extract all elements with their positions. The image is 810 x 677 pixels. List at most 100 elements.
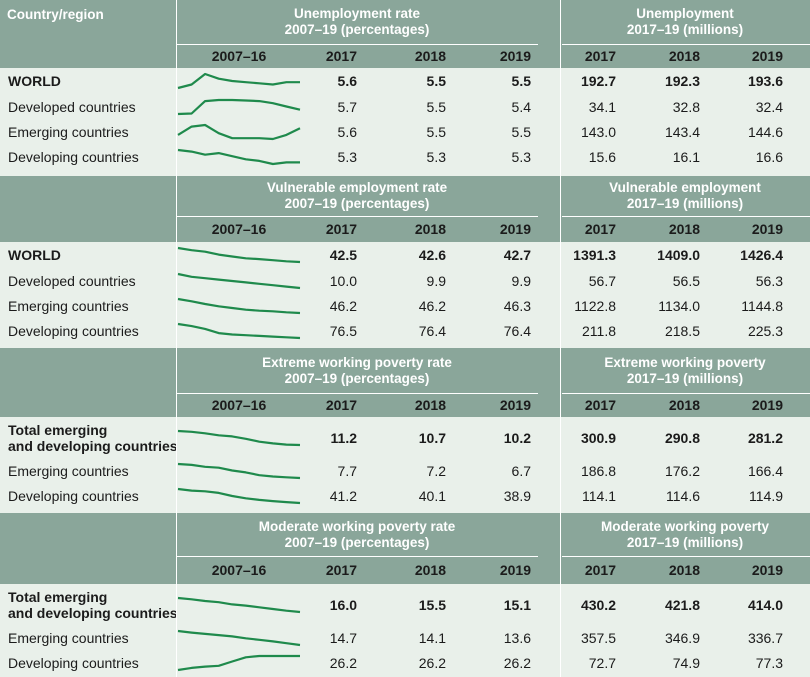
rate-value: 7.2	[426, 462, 446, 479]
rate-value: 5.5	[426, 98, 446, 115]
period-header: 2007–16	[211, 221, 267, 237]
count-title: Unemployment 2017–19 (millions)	[560, 6, 810, 38]
rate-value: 10.7	[418, 429, 446, 446]
year-header-count: 2018	[668, 48, 700, 64]
count-value: 290.8	[664, 429, 700, 446]
rate-value: 5.3	[337, 149, 357, 165]
count-value: 357.5	[580, 629, 616, 646]
rate-value: 38.9	[503, 488, 531, 504]
count-value: 1144.8	[741, 297, 783, 314]
rate-value: 7.7	[337, 462, 357, 479]
rate-value: 76.4	[418, 323, 446, 339]
count-value: 144.6	[747, 123, 783, 140]
column-divider	[176, 0, 177, 677]
rate-value: 16.0	[329, 596, 357, 613]
trend-line	[177, 462, 301, 479]
count-value: 186.8	[580, 462, 616, 479]
row-label-line: Total emerging	[8, 588, 108, 605]
count-value: 56.5	[672, 272, 700, 289]
row-label-line: Developing countries	[8, 149, 139, 165]
row-label-line: and developing countries	[8, 604, 178, 621]
year-header-count: 2018	[668, 221, 700, 237]
count-value: 77.3	[755, 655, 783, 671]
trend-line	[177, 272, 301, 289]
count-value: 421.8	[664, 596, 700, 613]
rate-title: Vulnerable employment rate 2007–19 (perce…	[176, 180, 538, 212]
rate-title-line: Moderate working poverty rate	[258, 518, 456, 534]
period-header: 2007–16	[211, 397, 267, 413]
trend-line	[177, 72, 300, 90]
year-header-rate: 2018	[414, 48, 446, 64]
row-label: Developing countries	[8, 323, 139, 339]
year-header-rate: 2018	[414, 221, 446, 237]
trend-sparkline	[177, 148, 300, 166]
count-value: 114.1	[582, 488, 616, 504]
count-value: 336.7	[747, 629, 783, 646]
rate-value: 5.5	[511, 123, 531, 140]
rate-value: 5.6	[337, 73, 357, 89]
rate-value: 6.7	[511, 462, 531, 479]
rate-value: 10.0	[329, 272, 357, 289]
header-rule	[176, 44, 538, 45]
table-row: Total emerging and developing countries 11…	[0, 417, 810, 458]
row-label-line: Developing countries	[8, 655, 139, 671]
year-header-count: 2017	[584, 397, 616, 413]
count-value: 300.9	[580, 429, 616, 446]
trend-line	[177, 297, 301, 314]
row-label: Developing countries	[8, 655, 139, 671]
rate-title-line: Extreme working poverty rate	[262, 354, 452, 370]
count-value: 72.7	[588, 655, 616, 671]
row-label: WORLD	[8, 247, 61, 263]
table-row: Emerging countries 46.2 46.2 46.3 1122.8 1134…	[0, 293, 810, 318]
rate-value: 5.5	[426, 73, 446, 89]
row-label: Developed countries	[8, 273, 136, 289]
corner-label: Country/region	[7, 7, 104, 22]
count-value: 225.3	[747, 323, 783, 339]
row-label-line: Developed countries	[8, 98, 136, 115]
row-label: Emerging countries	[8, 630, 129, 646]
header-rule	[562, 44, 810, 45]
rate-title-line: 2007–19 (percentages)	[284, 370, 430, 386]
rate-value: 42.6	[418, 247, 446, 263]
rate-value: 42.7	[503, 247, 531, 263]
count-title: Moderate working poverty 2017–19 (million…	[560, 519, 810, 551]
rate-value: 13.6	[503, 629, 531, 646]
trend-sparkline	[177, 72, 300, 90]
table-row: Emerging countries 14.7 14.1 13.6 357.5 346.9…	[0, 625, 810, 650]
table-row: WORLD 42.5 42.6 42.7 1391.3 1409.0 1426.4	[0, 242, 810, 268]
rate-value: 15.1	[503, 596, 531, 613]
count-title: Vulnerable employment 2017–19 (millions)	[560, 180, 810, 212]
rate-value: 76.5	[329, 323, 357, 339]
count-title-line: 2017–19 (millions)	[626, 196, 744, 211]
count-value: 15.6	[588, 149, 616, 165]
table-row: Total emerging and developing countries 16…	[0, 584, 810, 625]
row-label: Emerging countries	[8, 124, 129, 140]
trend-sparkline	[177, 123, 301, 140]
row-label: Developing countries	[8, 149, 139, 165]
rate-value: 42.5	[329, 247, 357, 263]
trend-line	[177, 322, 301, 340]
rate-value: 11.2	[330, 429, 357, 446]
count-value: 176.2	[664, 462, 700, 479]
trend-sparkline	[177, 487, 301, 505]
trend-line	[177, 246, 301, 264]
header-rule	[562, 393, 810, 394]
count-value: 1122.8	[574, 297, 616, 314]
year-header-rate: 2017	[325, 48, 357, 64]
table-row: Emerging countries 5.6 5.5 5.5 143.0 143.4 144…	[0, 119, 810, 144]
year-header-rate: 2017	[325, 562, 357, 578]
trend-sparkline	[177, 654, 300, 672]
year-header: 2007–16 2017 2018 2019 2017 2018 2019	[0, 44, 810, 68]
year-header-count: 2019	[751, 562, 783, 578]
rate-value: 46.2	[329, 297, 357, 314]
year-header-count: 2018	[668, 562, 700, 578]
row-label-line: Developed countries	[8, 272, 136, 289]
count-value: 32.4	[755, 98, 783, 115]
count-value: 414.0	[747, 596, 783, 613]
trend-line	[177, 98, 301, 115]
rate-title: Unemployment rate 2007–19 (percentages)	[176, 6, 538, 38]
count-value: 56.3	[755, 272, 783, 289]
trend-line	[177, 487, 301, 505]
trend-line	[177, 629, 301, 646]
